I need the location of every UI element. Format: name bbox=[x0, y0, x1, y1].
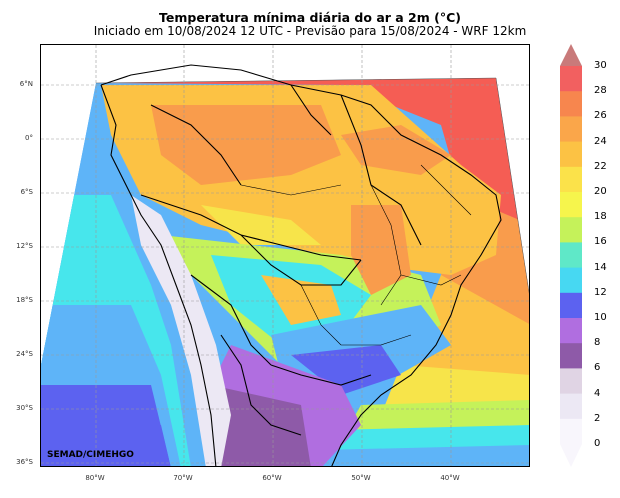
colorbar bbox=[560, 44, 582, 467]
colorbar-segment bbox=[560, 91, 582, 117]
colorbar-segment bbox=[560, 116, 582, 143]
colorbar-tick-label: 24 bbox=[594, 135, 607, 147]
graticule bbox=[41, 45, 529, 466]
country-borders bbox=[100, 64, 502, 466]
lat-label: 18°S bbox=[16, 296, 33, 304]
temperature-field bbox=[41, 45, 529, 466]
credit-label: SEMAD/CIMEHGO bbox=[47, 450, 134, 460]
colorbar-extend-top bbox=[560, 44, 582, 66]
warm-atlantic bbox=[41, 78, 529, 285]
colorbar-segment bbox=[560, 242, 582, 269]
state-borders bbox=[240, 164, 472, 346]
colorbar-tick-label: 4 bbox=[594, 387, 601, 399]
colorbar-tick-label: 8 bbox=[594, 337, 601, 349]
colorbar-segment bbox=[560, 66, 582, 92]
colorbar-segment bbox=[560, 393, 582, 420]
colorbar-tick-label: 10 bbox=[594, 312, 607, 323]
colorbar-segment bbox=[560, 418, 582, 445]
colorbar-tick-label: 30 bbox=[594, 60, 607, 71]
colorbar-tick-label: 12 bbox=[594, 286, 607, 298]
colorbar-tick-label: 16 bbox=[594, 236, 607, 248]
lat-label: 12°S bbox=[16, 242, 33, 250]
colorbar-segment bbox=[560, 318, 582, 344]
colorbar-segment bbox=[560, 267, 582, 294]
colorbar-segment bbox=[560, 343, 582, 369]
lat-label: 24°S bbox=[16, 350, 33, 358]
colorbar-tick-label: 20 bbox=[594, 186, 607, 197]
lat-label: 6°S bbox=[20, 188, 33, 196]
lon-label: 70°W bbox=[173, 474, 193, 482]
colorbar-segment bbox=[560, 217, 582, 243]
colorbar-segment bbox=[560, 292, 582, 319]
colorbar-tick-label: 22 bbox=[594, 160, 607, 172]
colorbar-segment bbox=[560, 166, 582, 193]
colorbar-tick-label: 2 bbox=[594, 412, 601, 424]
colorbar-segment bbox=[560, 141, 582, 168]
lat-label: 6°N bbox=[19, 80, 33, 88]
colorbar-tick-label: 18 bbox=[594, 211, 607, 223]
map-title: Temperatura mínima diária do ar a 2m (°C… bbox=[159, 10, 461, 25]
lon-label: 40°W bbox=[440, 474, 460, 482]
map-subtitle: Iniciado em 10/08/2024 12 UTC - Previsão… bbox=[93, 24, 527, 38]
lon-label: 60°W bbox=[262, 474, 282, 482]
colorbar-segment bbox=[560, 368, 582, 395]
colorbar-tick-label: 28 bbox=[594, 85, 607, 97]
colorbar-extend-bottom bbox=[560, 444, 582, 467]
colorbar-tick-label: 14 bbox=[594, 261, 607, 273]
lat-label: 30°S bbox=[16, 404, 33, 412]
colorbar-tick-label: 26 bbox=[594, 110, 607, 122]
colorbar-tick-label: 6 bbox=[594, 362, 601, 374]
forecast-map bbox=[40, 44, 530, 467]
lon-label: 80°W bbox=[85, 474, 105, 482]
colorbar-segment bbox=[560, 192, 582, 218]
colorbar-tick-label: 0 bbox=[594, 438, 601, 449]
lat-label: 0° bbox=[25, 134, 33, 142]
lon-label: 50°W bbox=[351, 474, 371, 482]
lat-label: 36°S bbox=[16, 458, 33, 466]
